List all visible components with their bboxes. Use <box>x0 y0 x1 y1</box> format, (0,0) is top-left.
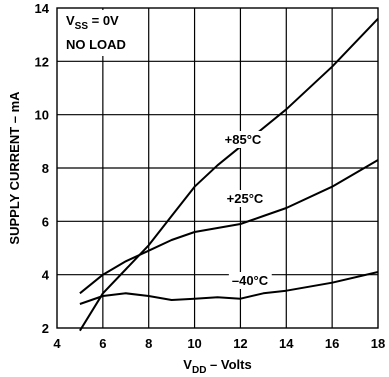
series-label: +25°C <box>227 191 264 206</box>
y-tick-label: 14 <box>35 1 50 16</box>
series-labels: +85°C +25°C –40°C <box>221 131 272 289</box>
y-tick-labels: 2 4 6 8 10 12 14 <box>35 1 50 336</box>
x-tick-label: 10 <box>187 336 201 351</box>
x-tick-label: 18 <box>371 336 385 351</box>
series-label-background <box>228 272 272 289</box>
series-line-2 <box>79 271 379 305</box>
series-line-0 <box>79 18 379 332</box>
x-tick-label: 14 <box>279 336 294 351</box>
x-axis-label: VDD – Volts <box>183 357 251 376</box>
annotation-vss-sub: SS <box>75 21 89 32</box>
annotation-vss-main: V <box>66 13 75 28</box>
annotation-background <box>62 10 130 56</box>
plot-frame <box>56 7 379 329</box>
x-tick-label: 16 <box>325 336 339 351</box>
x-tick-label: 6 <box>99 336 106 351</box>
series-label: +85°C <box>225 132 262 147</box>
series-label-background <box>223 190 267 207</box>
x-axis-label-sub: DD <box>192 365 206 376</box>
x-tick-label: 12 <box>233 336 247 351</box>
annotation-vss: VSS = 0V <box>66 13 119 32</box>
y-tick-label: 10 <box>35 108 49 123</box>
y-tick-label: 2 <box>42 321 49 336</box>
y-tick-label: 6 <box>42 214 49 229</box>
x-tick-label: 4 <box>53 336 61 351</box>
grid-lines <box>57 8 378 328</box>
y-tick-label: 12 <box>35 54 49 69</box>
x-tick-labels: 4 6 8 10 12 14 16 18 <box>53 336 385 351</box>
x-axis-label-rest: – Volts <box>206 357 251 372</box>
series-label-background <box>221 131 265 148</box>
x-tick-label: 8 <box>145 336 152 351</box>
y-tick-label: 4 <box>42 268 50 283</box>
annotation-no-load: NO LOAD <box>66 37 126 52</box>
series-label: –40°C <box>232 273 269 288</box>
annotation-vss-rest: = 0V <box>88 13 119 28</box>
x-axis-label-main: V <box>183 357 192 372</box>
y-axis-label: SUPPLY CURRENT – mA <box>7 91 22 245</box>
series-line-1 <box>79 159 379 295</box>
y-tick-label: 8 <box>42 161 49 176</box>
series-lines <box>79 18 379 332</box>
